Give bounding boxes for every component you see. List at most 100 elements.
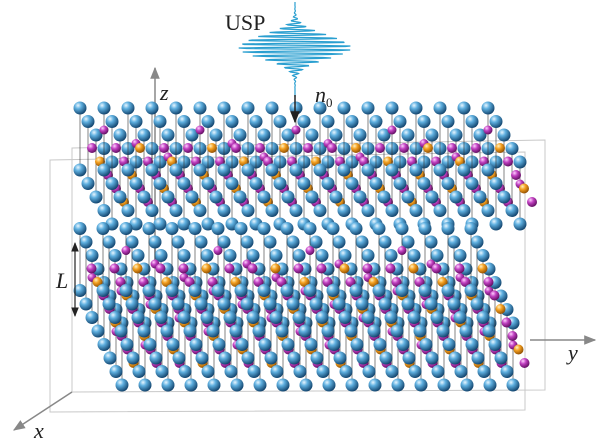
atom [135,143,145,153]
atom [98,102,111,115]
atom [90,191,103,204]
atom [146,102,159,115]
atom [514,156,527,169]
atom [98,164,111,177]
atom [259,338,272,351]
atom [201,311,214,324]
atom [110,264,120,274]
atom [426,191,439,204]
atom [356,298,369,311]
atom [448,298,461,311]
atom [207,143,217,153]
atom [146,204,159,217]
atom [179,264,189,274]
direction-symbol: n [315,82,326,107]
atom [461,379,474,392]
atom [190,338,203,351]
atom [316,311,329,324]
atom [218,298,231,311]
atom [266,102,279,115]
atom [409,365,422,378]
atom [120,284,133,297]
atom [442,115,455,128]
atom [294,365,307,378]
atom [314,204,327,217]
atom [97,284,110,297]
atom [323,379,336,392]
z-label: z [159,80,169,105]
atom [378,191,391,204]
atom [303,143,313,153]
atom [357,352,370,365]
atom [346,177,359,190]
atom [172,236,185,249]
atom [143,284,156,297]
atom [418,177,431,190]
atom [386,264,396,274]
atom [202,264,212,274]
atom [242,102,255,115]
atom [277,379,290,392]
atom [87,264,97,274]
atom [354,191,367,204]
atom [482,164,495,177]
atom [484,379,497,392]
atom [328,338,341,351]
atom [330,191,343,204]
atom [154,115,167,128]
atom [356,236,369,249]
atom [235,284,248,297]
atom [506,204,519,217]
atom [506,142,519,155]
atom [226,177,239,190]
atom [334,352,347,365]
atom [386,204,399,217]
atom [170,164,183,177]
atom [392,379,405,392]
atom [144,338,157,351]
atom [385,311,398,324]
atom [369,379,382,392]
atom [103,298,116,311]
atom [121,338,134,351]
atom [394,115,407,128]
atom [287,298,300,311]
atom [247,311,260,324]
atom [519,184,529,194]
atom [379,236,392,249]
atom [474,191,487,204]
atom [271,365,284,378]
atom [74,102,87,115]
atom [186,191,199,204]
atom [242,164,255,177]
atom [495,143,505,153]
atom [254,379,267,392]
atom [316,249,329,262]
atom [103,236,116,249]
atom [86,249,99,262]
atom [495,352,508,365]
atom [386,365,399,378]
atom [370,177,383,190]
atom [375,143,385,153]
atom [86,311,99,324]
atom [420,338,433,351]
atom [396,284,409,297]
atom [311,352,324,365]
atom [234,191,247,204]
atom [437,325,450,338]
atom [210,129,223,142]
atom [350,222,363,235]
atom [317,365,330,378]
atom [419,284,432,297]
atom [241,298,254,311]
atom [266,164,279,177]
x-label: x [33,418,44,441]
atom [305,338,318,351]
atom [304,284,317,297]
atom [120,222,133,235]
atom [338,204,351,217]
atom [346,115,359,128]
atom [74,164,87,177]
atom [298,177,311,190]
